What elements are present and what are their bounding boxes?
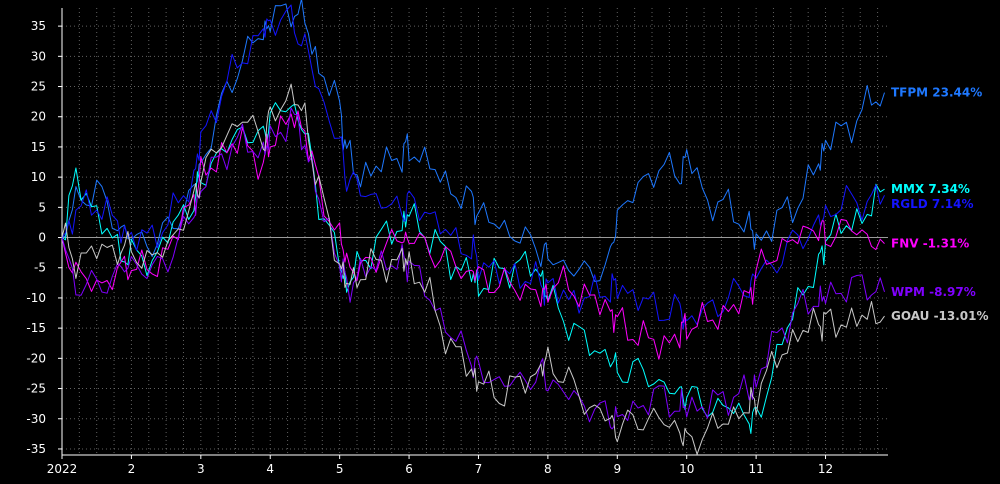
y-tick-label: -5 (34, 261, 46, 275)
x-tick-label: 2022 (47, 462, 78, 476)
x-tick-label: 11 (748, 462, 763, 476)
series-label-fnv: FNV -1.31% (891, 237, 969, 251)
y-tick-label: -35 (26, 442, 46, 456)
grid (61, 8, 888, 455)
y-tick-label: 20 (31, 110, 46, 124)
y-tick-label: -30 (26, 412, 46, 426)
end-labels: TFPM 23.44% MMX 7.34%RGLD 7.14% FNV -1.31%… (891, 86, 989, 324)
x-tick-label: 2 (128, 462, 136, 476)
x-tick-label: 3 (197, 462, 205, 476)
series-line-fnv (61, 110, 885, 360)
x-tick-label: 10 (679, 462, 694, 476)
series-line-wpm (61, 107, 885, 430)
y-tick-label: 25 (31, 80, 46, 94)
y-tick-label: -25 (26, 382, 46, 396)
series-label-wpm: WPM -8.97% (891, 285, 976, 299)
y-tick-label: 15 (31, 140, 46, 154)
y-tick-label: -10 (26, 291, 46, 305)
x-tick-label: 8 (544, 462, 552, 476)
x-tick-label: 4 (266, 462, 274, 476)
y-tick-label: 5 (38, 200, 46, 214)
y-tick-label: -15 (26, 321, 46, 335)
series-label-mmx: MMX 7.34% (891, 182, 970, 196)
y-tick-label: 10 (31, 170, 46, 184)
series-label-rgld: RGLD 7.14% (891, 197, 974, 211)
series-line-goau (61, 83, 885, 455)
x-tick-label: 5 (336, 462, 344, 476)
x-tick-label: 6 (405, 462, 413, 476)
series-label-tfpm: TFPM 23.44% (891, 86, 982, 100)
y-tick-label: 30 (31, 49, 46, 63)
x-tick-label: 12 (818, 462, 833, 476)
series-label-goau: GOAU -13.01% (891, 309, 989, 323)
y-tick-label: 0 (38, 231, 46, 245)
series-lines (61, 0, 885, 455)
y-tick-label: -20 (26, 351, 46, 365)
x-tick-label: 7 (475, 462, 483, 476)
x-tick-label: 9 (613, 462, 621, 476)
y-tick-label: 35 (31, 19, 46, 33)
series-line-rgld (61, 4, 885, 330)
